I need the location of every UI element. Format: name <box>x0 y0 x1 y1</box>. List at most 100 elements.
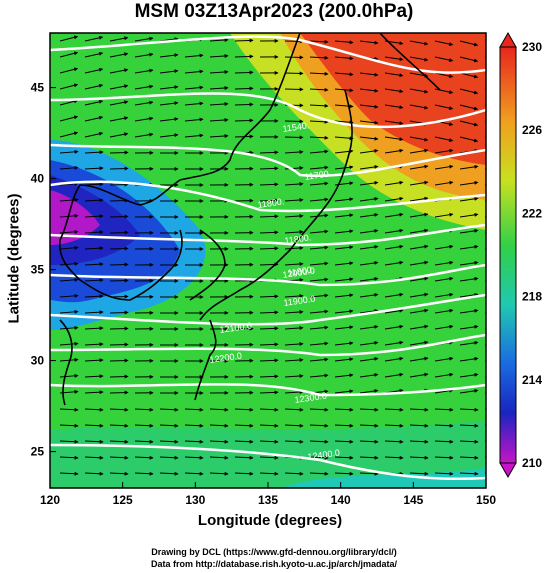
wind-arrow <box>409 308 429 314</box>
wind-arrow <box>59 277 79 282</box>
wind-arrow <box>434 72 454 78</box>
wind-arrow <box>459 180 479 186</box>
colorbar-upper-arrow <box>499 31 517 48</box>
wind-arrow <box>159 133 179 138</box>
wind-arrow <box>459 88 479 95</box>
wind-arrow <box>309 245 329 250</box>
contour-label: 11800. <box>287 264 315 278</box>
wind-arrow <box>160 505 178 506</box>
wind-arrow <box>259 358 279 363</box>
wind-arrow <box>409 104 429 110</box>
wind-arrow <box>284 341 304 346</box>
colorbar: 230 226 222 218 214 210 <box>499 31 542 479</box>
wind-arrow <box>434 356 454 362</box>
wind-arrow <box>334 72 354 77</box>
wind-arrow <box>209 134 229 139</box>
wind-arrow <box>359 120 379 125</box>
wind-arrow <box>309 277 329 282</box>
wind-arrow <box>59 149 79 154</box>
wind-arrow <box>284 245 304 250</box>
wind-arrow <box>434 164 454 170</box>
wind-arrow <box>59 197 79 202</box>
wind-arrow <box>59 325 79 330</box>
wind-arrow <box>184 471 204 476</box>
wind-arrow <box>384 180 404 186</box>
wind-arrow <box>474 487 479 488</box>
contour-label: 12400.0 <box>307 448 341 462</box>
wind-arrow <box>249 487 254 488</box>
wind-arrow <box>134 455 154 460</box>
wind-arrow <box>409 260 429 266</box>
wind-arrow <box>334 293 354 298</box>
wind-arrow <box>109 390 129 395</box>
wind-arrow <box>459 388 479 394</box>
wind-arrow <box>259 150 279 155</box>
wind-arrow <box>459 292 479 298</box>
wind-arrow <box>234 439 254 444</box>
wind-arrow <box>384 340 404 346</box>
wind-arrow <box>459 72 479 79</box>
wind-arrow <box>184 69 204 74</box>
wind-arrow <box>384 148 404 154</box>
wind-arrow <box>459 439 479 444</box>
wind-arrow <box>109 182 129 187</box>
wind-arrow <box>459 276 479 282</box>
wind-arrow <box>384 260 404 266</box>
wind-arrow <box>84 115 104 122</box>
wind-arrow <box>359 88 379 93</box>
wind-arrow <box>334 277 354 282</box>
wind-arrow <box>284 423 304 428</box>
wind-arrow <box>309 357 329 362</box>
wind-arrow <box>59 131 79 138</box>
x-axis-ticks: 120 125 130 135 140 145 150 <box>40 482 496 507</box>
wind-arrow <box>409 471 429 476</box>
wind-arrow <box>384 56 404 62</box>
contour-label: 11800. <box>284 232 312 246</box>
wind-arrow <box>109 214 129 219</box>
wind-arrow <box>259 182 279 187</box>
wind-arrow <box>334 40 354 45</box>
wind-arrow <box>109 262 129 267</box>
wind-arrow <box>84 131 104 138</box>
wind-arrow <box>134 116 154 122</box>
wind-arrow <box>434 40 454 46</box>
wind-arrow <box>459 228 479 234</box>
wind-arrow <box>334 389 354 394</box>
wind-arrow <box>109 246 129 251</box>
wind-arrow <box>384 455 404 460</box>
wind-arrow <box>484 40 486 42</box>
wind-arrow <box>134 52 154 58</box>
wind-arrow <box>359 308 379 314</box>
wind-arrow <box>59 357 79 362</box>
wind-arrow <box>84 278 104 283</box>
wind-arrow <box>59 115 79 122</box>
wind-arrow <box>434 439 454 444</box>
wind-arrow <box>334 455 354 460</box>
wind-arrow <box>259 455 279 460</box>
wind-arrow <box>159 423 179 428</box>
wind-arrow <box>459 407 479 412</box>
wind-arrow <box>59 245 79 250</box>
wind-arrow <box>434 372 454 378</box>
wind-arrow <box>424 487 429 488</box>
wind-arrow <box>59 341 79 346</box>
wind-arrow <box>134 100 154 106</box>
wind-arrow <box>234 407 254 412</box>
wind-arrow <box>309 87 329 92</box>
wind-arrow <box>334 104 354 109</box>
wind-vectors <box>59 35 486 506</box>
wind-arrow <box>359 439 379 444</box>
wind-arrow <box>59 261 79 266</box>
wind-arrow <box>334 341 354 346</box>
y-tick-label: 25 <box>31 445 45 459</box>
wind-arrow <box>384 372 404 378</box>
wind-arrow <box>309 261 329 266</box>
colorbar-tick-label: 222 <box>522 206 542 220</box>
wind-arrow <box>284 471 304 476</box>
contour-label: 12200.0 <box>209 351 243 365</box>
wind-arrow <box>84 35 104 42</box>
wind-arrow <box>359 423 379 428</box>
wind-arrow <box>459 471 479 476</box>
wind-arrow <box>434 276 454 282</box>
wind-arrow <box>159 85 179 90</box>
